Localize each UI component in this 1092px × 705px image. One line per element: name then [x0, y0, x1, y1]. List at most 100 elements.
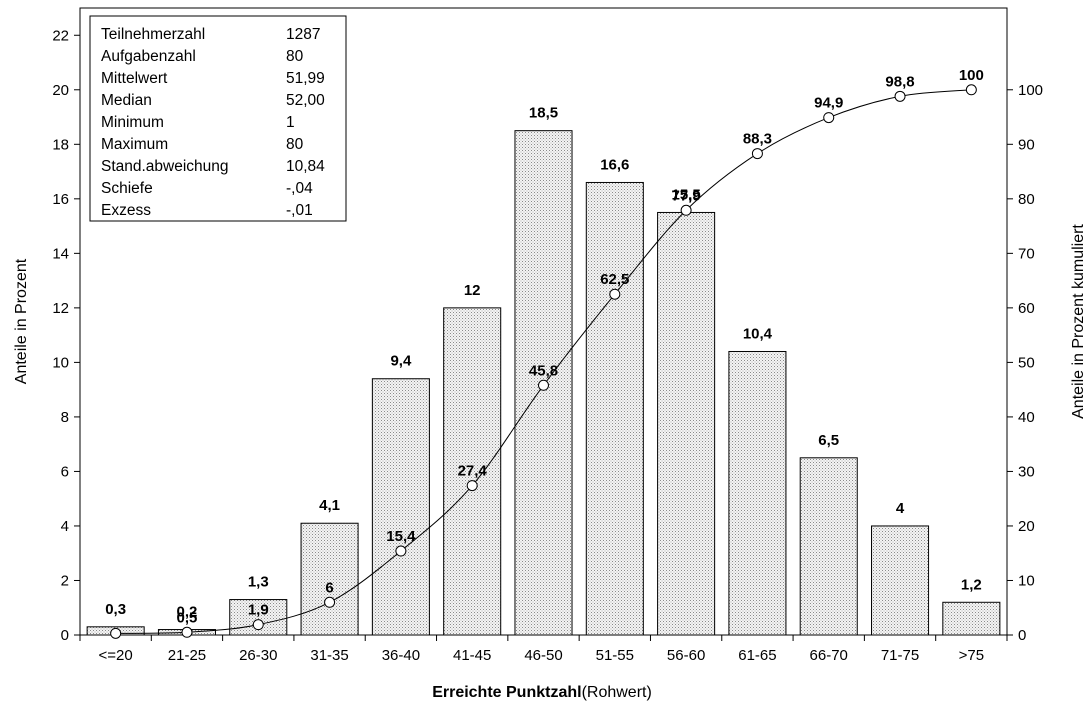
bar	[443, 307, 502, 636]
stat-name: Teilnehmerzahl	[101, 26, 205, 43]
stat-value: -,04	[286, 180, 313, 197]
cumulative-value-label: 27,4	[458, 463, 488, 480]
y2-tick-label: 0	[1018, 627, 1026, 644]
bar	[942, 601, 1001, 636]
cumulative-point	[181, 626, 193, 638]
y2-axis-title: Anteile in Prozent kumuliert	[1070, 224, 1087, 419]
cumulative-value-label: 6	[325, 579, 333, 596]
bar-value-label: 0,2	[177, 604, 198, 621]
cumulative-point	[823, 112, 835, 124]
statistics-panel	[89, 15, 347, 222]
y-tick-label: 22	[52, 27, 69, 44]
y2-tick-label: 20	[1018, 518, 1035, 535]
data-labels: 0,3 0,2 1,3 4,1 9,4 12 18,5 16,6 15,5 10,4 6,5 4 1,2…	[105, 67, 984, 626]
stat-name: Median	[101, 92, 152, 109]
cumulative-value-label: 77,9	[672, 187, 701, 204]
y2-tick-label: 30	[1018, 463, 1035, 480]
bar-value-label: 16,6	[600, 156, 629, 173]
stat-value: 80	[286, 136, 304, 153]
stat-value: 80	[286, 48, 304, 65]
cumulative-point	[894, 90, 906, 102]
bar	[300, 522, 359, 636]
x-tick-label: 26-30	[239, 647, 277, 664]
stat-value: -,01	[286, 202, 313, 219]
stat-name: Minimum	[101, 114, 164, 131]
stat-value: 10,84	[286, 158, 325, 175]
bar-value-label: 10,4	[743, 325, 773, 342]
bar	[371, 378, 430, 636]
x-axis-title-bold: Erreichte Punktzahl	[432, 684, 581, 701]
bar	[799, 457, 858, 636]
cumulative-value-label: 15,4	[386, 528, 416, 545]
y-tick-label: 0	[61, 627, 69, 644]
y-tick-label: 8	[61, 409, 69, 426]
x-tick-label: 71-75	[881, 647, 919, 664]
cumulative-point	[110, 627, 122, 639]
bar-series	[86, 130, 1001, 636]
bar	[728, 350, 787, 636]
x-axis-title: Erreichte Punktzahl(Rohwert)	[432, 684, 652, 701]
y-tick-label: 2	[61, 572, 69, 589]
cumulative-value-label: 45,8	[529, 362, 558, 379]
y-tick-label: 14	[52, 245, 69, 262]
y-tick-label: 20	[52, 82, 69, 99]
x-tick-label: 61-65	[738, 647, 776, 664]
x-tick-label: 51-55	[596, 647, 634, 664]
bar	[657, 211, 716, 636]
axes: 0246810121416182022010203040506070809010…	[13, 27, 1087, 701]
bar-value-label: 18,5	[529, 105, 558, 122]
cumulative-value-label: 100	[959, 67, 984, 84]
bar-value-label: 9,4	[390, 353, 412, 370]
cumulative-value-label: 98,8	[885, 73, 914, 90]
statistics-box: Teilnehmerzahl 1287 Aufgabenzahl 80 Mittelwe…	[89, 15, 347, 222]
stat-name: Maximum	[101, 136, 168, 153]
y-tick-label: 16	[52, 191, 69, 208]
cumulative-series	[110, 84, 977, 639]
stat-value: 51,99	[286, 70, 325, 87]
y-tick-label: 18	[52, 136, 69, 153]
cumulative-value-label: 0,5	[177, 609, 198, 626]
cumulative-point	[965, 84, 977, 96]
bar-value-label: 4,1	[319, 497, 340, 514]
stat-name: Stand.abweichung	[101, 158, 229, 175]
x-tick-label: >75	[959, 647, 984, 664]
x-tick-label: 46-50	[524, 647, 562, 664]
y-tick-label: 10	[52, 354, 69, 371]
cumulative-point	[538, 379, 549, 391]
cumulative-value-label: 88,3	[743, 131, 772, 148]
y-tick-label: 12	[52, 300, 69, 317]
stat-value: 52,00	[286, 92, 325, 109]
y2-tick-label: 80	[1018, 191, 1035, 208]
bar-value-label: 12	[464, 282, 481, 299]
cumulative-point	[395, 545, 407, 557]
x-tick-label: 66-70	[810, 647, 848, 664]
cumulative-point	[324, 596, 336, 608]
cumulative-point	[751, 148, 763, 160]
y-tick-label: 6	[61, 463, 69, 480]
x-tick-label: <=20	[99, 647, 133, 664]
bar-value-label: 1,2	[961, 576, 982, 593]
y2-tick-label: 40	[1018, 409, 1035, 426]
stat-name: Schiefe	[101, 180, 153, 197]
y2-tick-label: 60	[1018, 300, 1035, 317]
stat-value: 1287	[286, 26, 320, 43]
x-tick-label: 31-35	[310, 647, 348, 664]
y-tick-label: 4	[61, 518, 69, 535]
y2-tick-label: 90	[1018, 136, 1035, 153]
bar	[871, 525, 930, 636]
cumulative-value-label: 62,5	[600, 271, 629, 288]
x-tick-label: 21-25	[168, 647, 206, 664]
bar-value-label: 0,3	[105, 601, 126, 618]
x-tick-label: 41-45	[453, 647, 491, 664]
stat-name: Exzess	[101, 202, 151, 219]
cumulative-value-label: 1,9	[248, 602, 269, 619]
stat-value: 1	[286, 114, 295, 131]
bar-value-label: 1,3	[248, 574, 269, 591]
cumulative-point	[466, 480, 478, 492]
stat-name: Mittelwert	[101, 70, 168, 87]
y2-tick-label: 100	[1018, 82, 1043, 99]
cumulative-point	[252, 619, 264, 631]
bar	[585, 181, 644, 636]
y2-tick-label: 10	[1018, 572, 1035, 589]
